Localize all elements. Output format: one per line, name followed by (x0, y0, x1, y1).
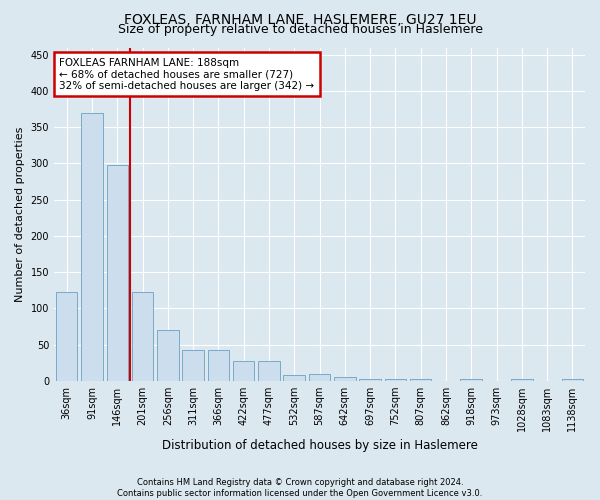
Y-axis label: Number of detached properties: Number of detached properties (15, 126, 25, 302)
Bar (56, 292, 77, 381)
Bar (81, 112, 103, 381)
Bar (233, 360, 254, 381)
Bar (182, 350, 204, 381)
Text: FOXLEAS, FARNHAM LANE, HASLEMERE, GU27 1EU: FOXLEAS, FARNHAM LANE, HASLEMERE, GU27 1… (124, 12, 476, 26)
Bar (283, 375, 305, 381)
Bar (359, 379, 381, 381)
Text: Size of property relative to detached houses in Haslemere: Size of property relative to detached ho… (118, 22, 482, 36)
Bar (132, 292, 153, 381)
Bar (460, 380, 482, 381)
X-axis label: Distribution of detached houses by size in Haslemere: Distribution of detached houses by size … (161, 440, 478, 452)
Bar (107, 165, 128, 381)
Bar (334, 378, 356, 381)
Text: Contains HM Land Registry data © Crown copyright and database right 2024.
Contai: Contains HM Land Registry data © Crown c… (118, 478, 482, 498)
Text: FOXLEAS FARNHAM LANE: 188sqm
← 68% of detached houses are smaller (727)
32% of s: FOXLEAS FARNHAM LANE: 188sqm ← 68% of de… (59, 58, 314, 90)
Bar (157, 330, 179, 381)
Bar (208, 350, 229, 381)
Bar (410, 379, 431, 381)
Bar (309, 374, 330, 381)
Bar (258, 360, 280, 381)
Bar (385, 379, 406, 381)
Bar (562, 379, 583, 381)
Bar (511, 379, 533, 381)
